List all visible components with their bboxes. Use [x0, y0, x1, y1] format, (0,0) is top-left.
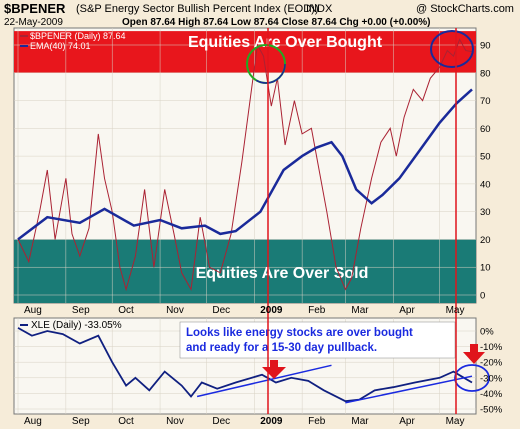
main-y-axis: 90 80 70 60 50 40 30 20 10 0 [480, 41, 491, 302]
sub-x-tick-label: Feb [308, 416, 326, 427]
main-x-tick-label: Mar [351, 305, 369, 316]
ohlc-readout: Open 87.64 High 87.64 Low 87.64 Close 87… [122, 17, 430, 28]
sub-x-tick-label: Nov [166, 416, 184, 427]
sub-y-tick-label: -20% [480, 358, 503, 369]
main-y-tick-label: 70 [480, 96, 491, 107]
oversold-band [14, 239, 476, 303]
main-y-tick-label: 40 [480, 179, 491, 190]
sub-x-tick-label: Aug [24, 416, 42, 427]
main-gridlines [14, 28, 476, 303]
main-y-tick-label: 60 [480, 124, 491, 135]
sub-y-tick-label: -40% [480, 389, 503, 400]
exchange-label: INDX [306, 3, 333, 15]
x-axis-sub: Aug Sep Oct Nov Dec 2009 Feb Mar Apr May [24, 416, 464, 427]
xle-series-line [17, 327, 473, 403]
annotation-line-2: and ready for a 15-30 day pullback. [186, 342, 377, 354]
trendline-2 [345, 375, 473, 404]
main-y-tick-label: 50 [480, 152, 491, 163]
main-x-tick-label: Feb [308, 305, 326, 316]
red-arrow-1 [262, 360, 286, 379]
sub-y-axis: 0% -10% -20% -30% -40% -50% [480, 327, 503, 416]
sub-y-tick-label: -30% [480, 373, 503, 384]
main-y-tick-label: 80 [480, 68, 491, 79]
main-x-tick-label: Apr [399, 305, 415, 316]
main-x-tick-label: Aug [24, 305, 42, 316]
bpener-series-line [17, 38, 473, 292]
source-credit: @ StockCharts.com [416, 3, 514, 15]
annotation-line-1: Looks like energy stocks are over bought [186, 327, 413, 339]
main-y-tick-label: 20 [480, 235, 491, 246]
x-axis-main: Aug Sep Oct Nov Dec 2009 Feb Mar Apr May [24, 305, 464, 316]
main-y-tick-label: 10 [480, 263, 491, 274]
annotation-box [179, 321, 456, 359]
main-x-tick-label: 2009 [260, 305, 283, 316]
legend-xle: XLE (Daily) -33.05% [31, 320, 122, 331]
sub-x-tick-label: May [446, 416, 465, 427]
legend-bpener: $BPENER (Daily) 87.64 [30, 31, 126, 41]
overbought-label: Equities Are Over Bought [188, 34, 383, 51]
blue-circle-arc [246, 44, 286, 84]
main-x-tick-label: Sep [72, 305, 90, 316]
main-x-tick-label: Dec [212, 305, 230, 316]
main-y-tick-label: 30 [480, 207, 491, 218]
symbol-title: $BPENER [4, 1, 66, 16]
sub-y-tick-label: 0% [480, 327, 494, 338]
sub-x-tick-label: Mar [351, 416, 369, 427]
ema40-series-line [17, 88, 473, 241]
sub-x-tick-label: Dec [212, 416, 230, 427]
main-x-tick-label: Nov [166, 305, 184, 316]
overbought-band [14, 31, 476, 73]
sub-y-tick-label: -10% [480, 342, 503, 353]
date-label: 22-May-2009 [4, 17, 63, 28]
sub-x-tick-label: Sep [72, 416, 90, 427]
sub-x-tick-label: 2009 [260, 416, 283, 427]
blue-circle-marker [430, 30, 474, 68]
sub-blue-circle [454, 364, 490, 392]
sub-y-tick-label: -50% [480, 405, 503, 416]
main-y-tick-label: 90 [480, 41, 491, 52]
legend-ema: EMA(40) 74.01 [30, 41, 91, 51]
sub-x-tick-label: Oct [118, 416, 134, 427]
main-x-tick-label: Oct [118, 305, 134, 316]
main-y-tick-label: 0 [480, 291, 485, 302]
oversold-label: Equities Are Over Sold [196, 265, 369, 282]
main-x-tick-label: May [446, 305, 465, 316]
trendline-1 [196, 364, 332, 398]
red-arrow-2 [463, 344, 485, 364]
symbol-description: (S&P Energy Sector Bullish Percent Index… [76, 3, 319, 15]
sub-x-tick-label: Apr [399, 416, 415, 427]
